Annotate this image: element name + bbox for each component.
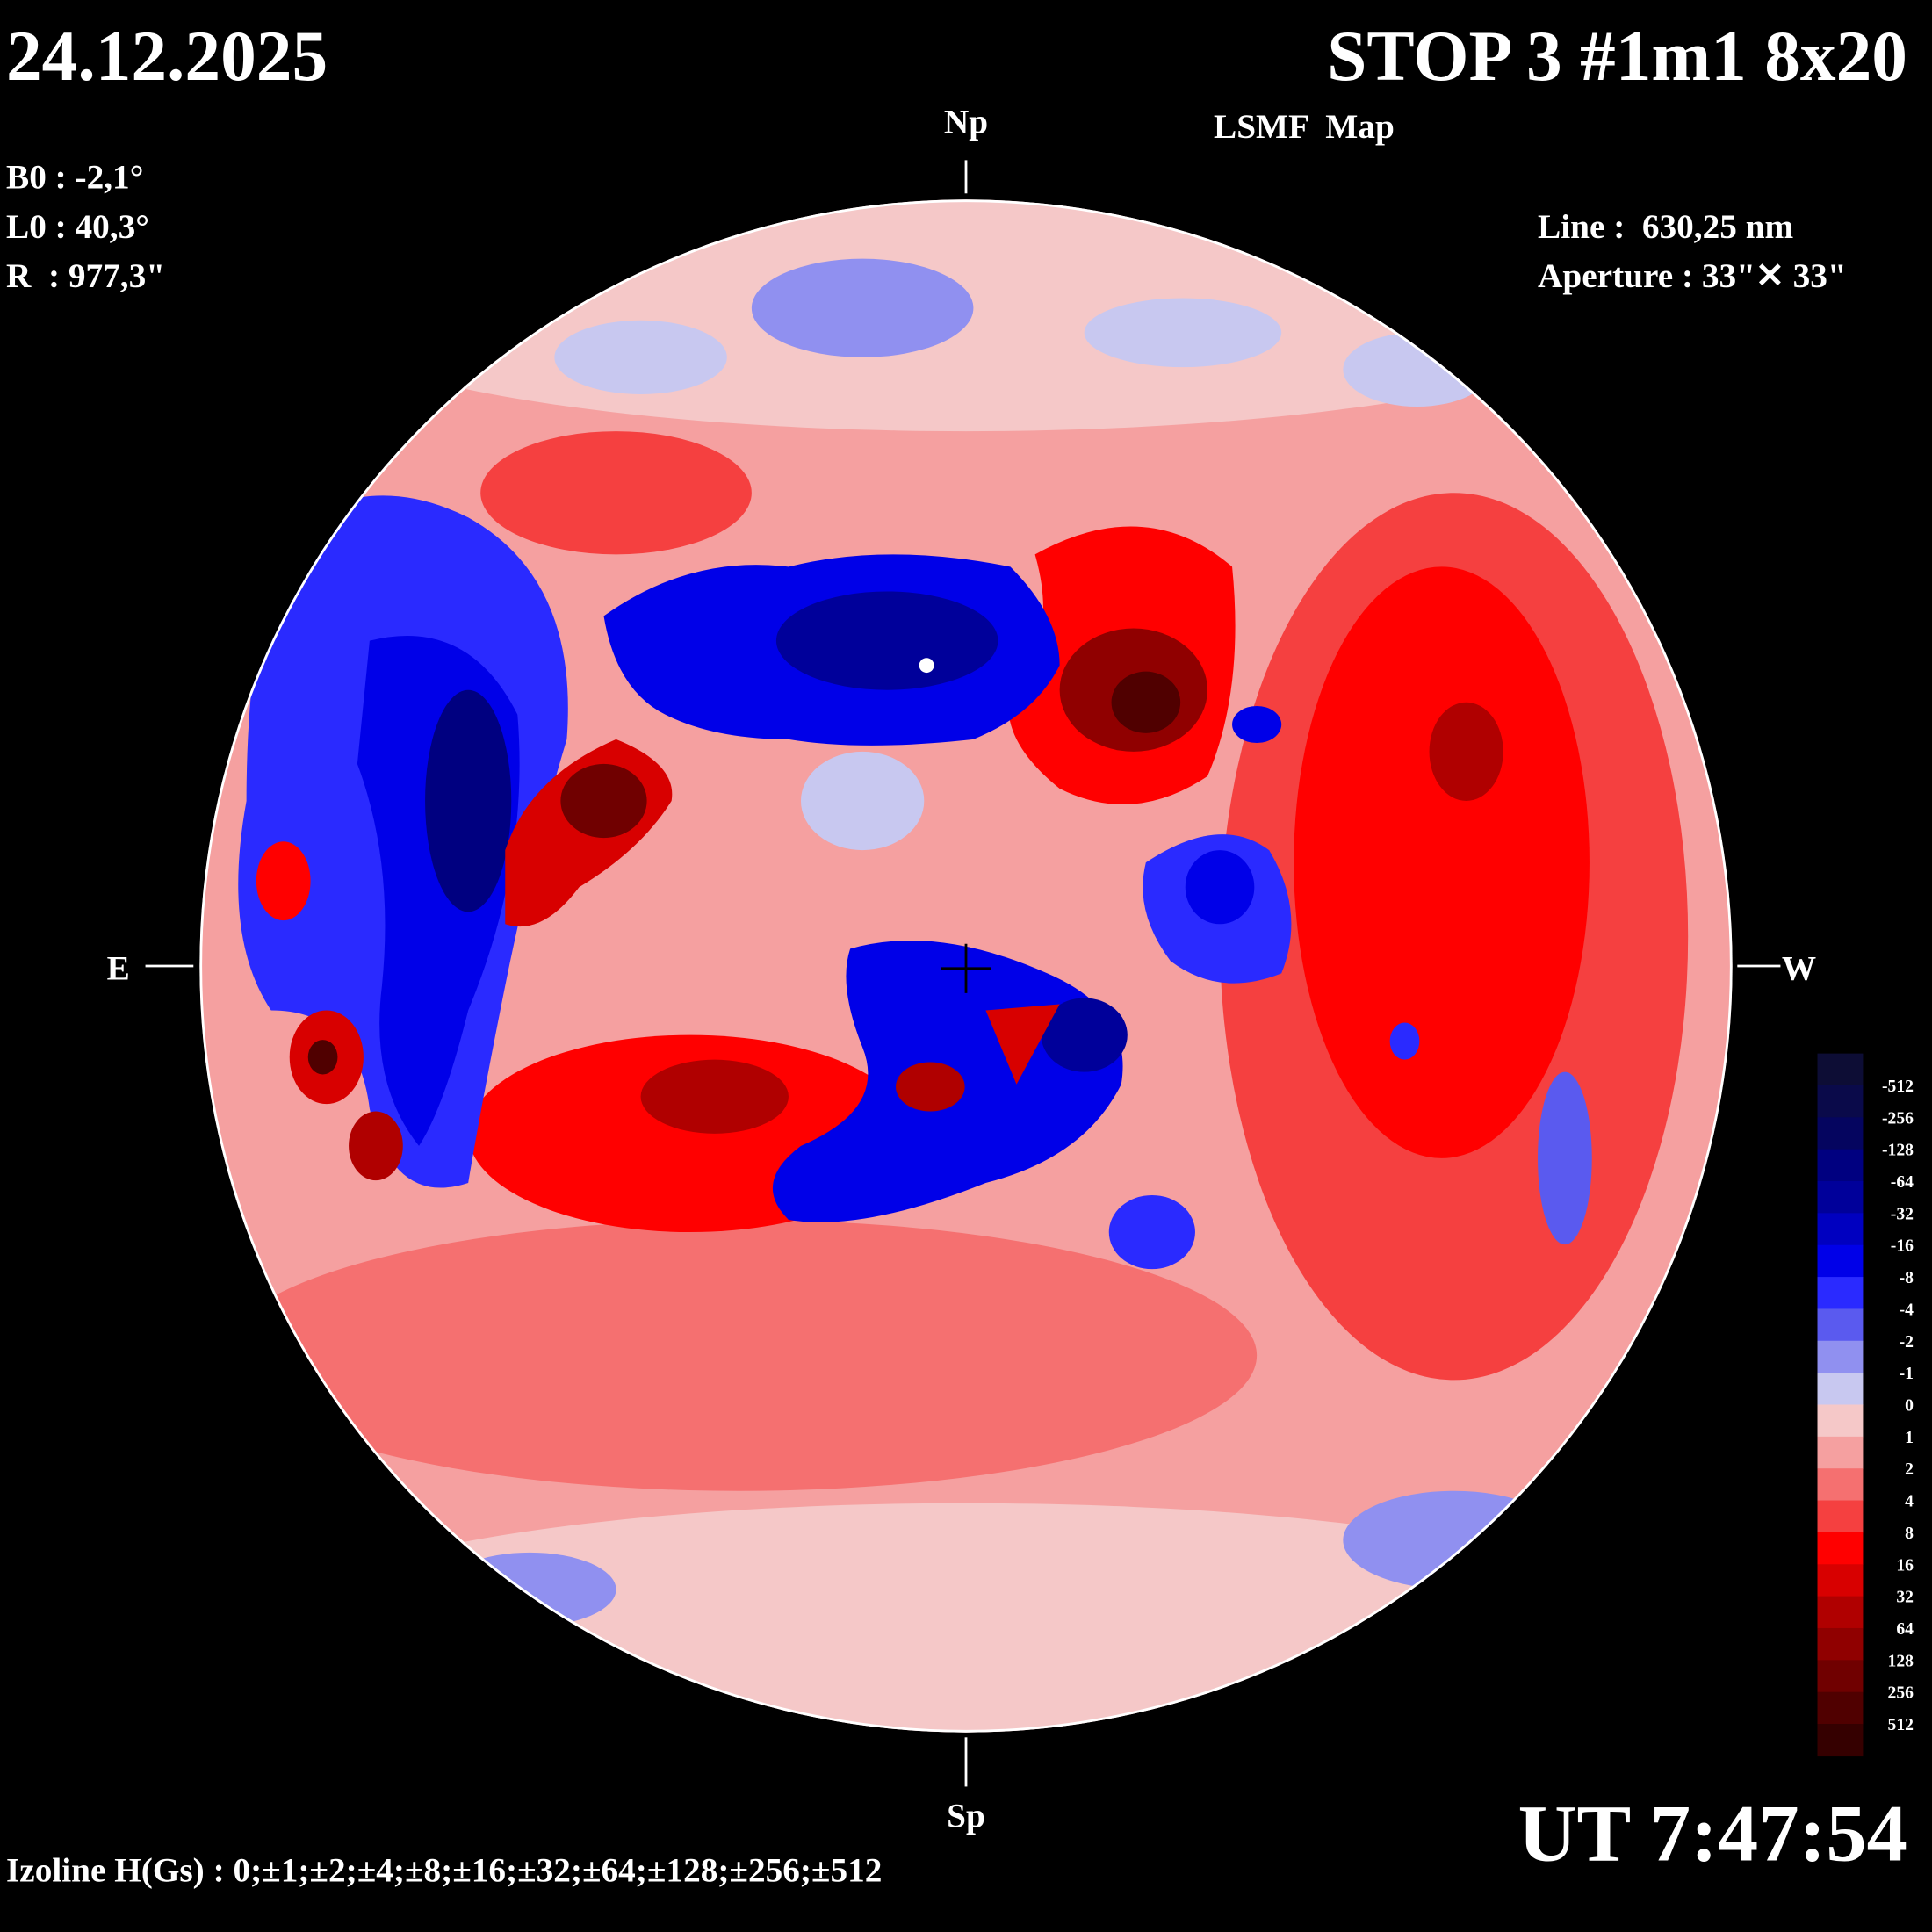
colorbar-label: 32 <box>1896 1588 1914 1607</box>
colorbar-label: -256 <box>1882 1108 1914 1128</box>
colorbar-band <box>1817 1117 1864 1150</box>
colorbar-label: -8 <box>1900 1268 1914 1287</box>
colorbar-band <box>1817 1436 1864 1469</box>
line: Line : 630,25 nm <box>1538 208 1794 246</box>
south-label: Sp <box>947 1798 985 1835</box>
colorbar-label: 4 <box>1905 1492 1914 1511</box>
colorbar-band <box>1817 1532 1864 1565</box>
colorbar-label: 0 <box>1905 1396 1914 1416</box>
colorbar-band <box>1817 1627 1864 1662</box>
west-label: W <box>1782 949 1816 987</box>
colorbar-label: 2 <box>1905 1460 1914 1479</box>
colorbar-band <box>1817 1213 1864 1246</box>
colorbar-band <box>1817 1691 1864 1725</box>
colorbar-label: -128 <box>1882 1141 1914 1160</box>
colorbar-band <box>1817 1660 1864 1693</box>
colorbar-band <box>1817 1244 1864 1278</box>
colorbar-label: -2 <box>1900 1332 1914 1352</box>
colorbar-label: 16 <box>1896 1555 1914 1575</box>
colorbar-band <box>1817 1724 1864 1757</box>
colorbar-label: 1 <box>1905 1428 1914 1447</box>
colorbar-label: -32 <box>1891 1204 1914 1223</box>
l0: L0 : 40,3° <box>6 208 149 246</box>
colorbar-band <box>1817 1596 1864 1629</box>
colorbar-band <box>1817 1564 1864 1597</box>
colorbar-label: -1 <box>1900 1364 1914 1383</box>
colorbar-band <box>1817 1500 1864 1533</box>
subtitle: LSMF Map <box>1214 108 1395 146</box>
b0: B0 : -2,1° <box>6 159 143 197</box>
colorbar-band <box>1817 1053 1864 1086</box>
colorbar-band <box>1817 1308 1864 1342</box>
colorbar-label: 512 <box>1888 1715 1914 1734</box>
colorbar-band <box>1817 1181 1864 1215</box>
colorbar-band <box>1817 1468 1864 1502</box>
center-cross <box>941 943 991 993</box>
colorbar-band <box>1817 1404 1864 1438</box>
colorbar-label: -64 <box>1891 1172 1914 1192</box>
time: UT 7:47:54 <box>1518 1789 1907 1879</box>
colorbar-label: 128 <box>1888 1651 1914 1670</box>
colorbar-band <box>1817 1149 1864 1182</box>
colorbar: -512 -256 -128 -64 -32 -16 -8 -4 -2 -1 0 1 2 4 8 16 32 64… <box>1817 1053 1914 1757</box>
north-label: Np <box>944 104 988 141</box>
radius: R : 977,3" <box>6 257 165 295</box>
title: STOP 3 #1m1 8x20 <box>1327 16 1907 96</box>
date: 24.12.2025 <box>6 16 328 96</box>
colorbar-band <box>1817 1373 1864 1406</box>
direction-ticks <box>145 160 1781 1787</box>
colorbar-label: -16 <box>1891 1236 1914 1256</box>
colorbar-band <box>1817 1085 1864 1119</box>
colorbar-band <box>1817 1340 1864 1373</box>
colorbar-label: 256 <box>1888 1683 1914 1703</box>
colorbar-label: 8 <box>1905 1524 1914 1543</box>
izoline: Izoline H(Gs) : 0;±1;±2;±4;±8;±16;±32;±6… <box>6 1851 882 1889</box>
colorbar-band <box>1817 1277 1864 1310</box>
colorbar-label: 64 <box>1896 1619 1914 1639</box>
colorbar-label: -512 <box>1882 1077 1914 1096</box>
east-label: E <box>107 949 130 987</box>
colorbar-label: -4 <box>1900 1300 1914 1319</box>
aperture: Aperture : 33"✕ 33" <box>1538 257 1847 295</box>
